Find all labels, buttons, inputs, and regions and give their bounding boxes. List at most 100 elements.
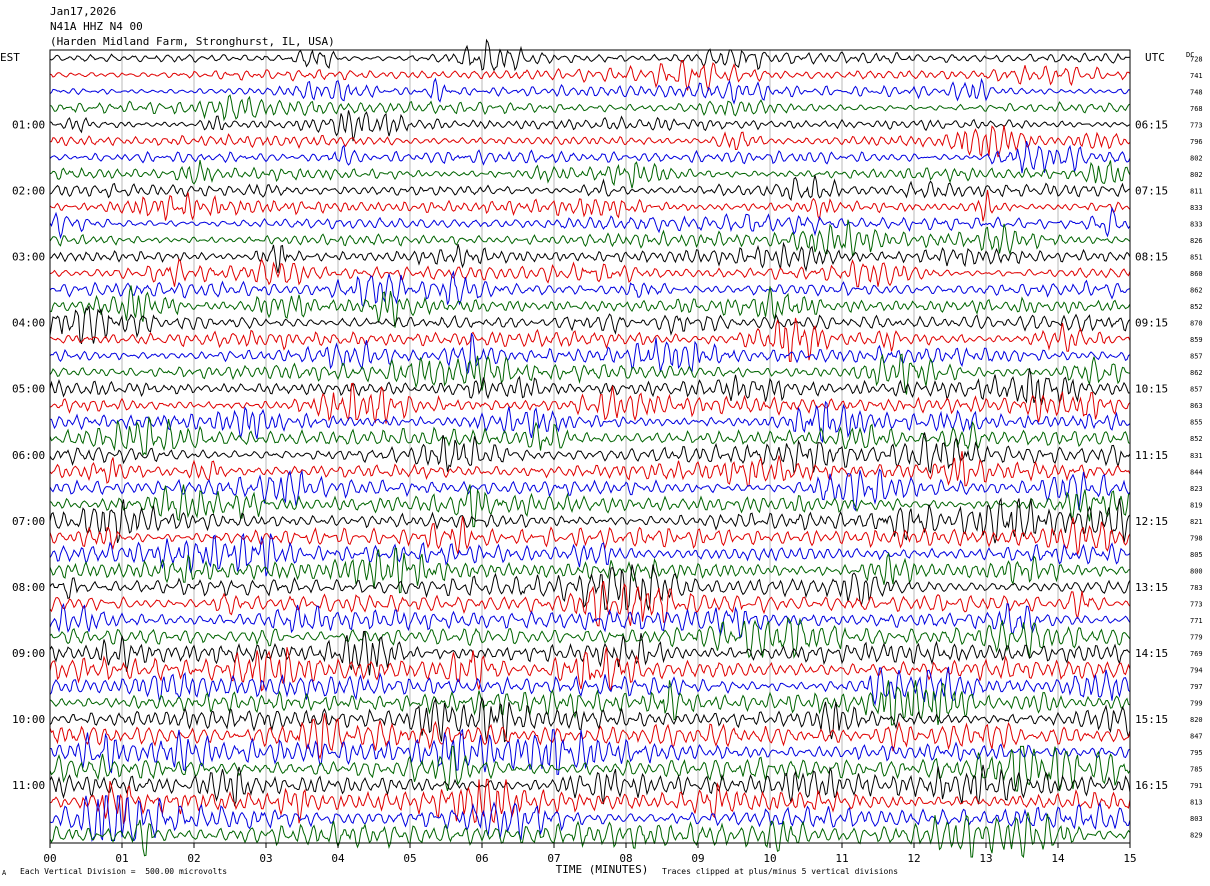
left-time-label: 03:00: [12, 251, 45, 264]
seismic-trace: [49, 728, 1131, 775]
seismic-trace: [49, 175, 1131, 201]
right-time-label: 13:15: [1135, 581, 1168, 594]
dc-value: 831: [1190, 452, 1203, 460]
dc-value: 819: [1190, 501, 1203, 509]
left-timezone-label: EST: [0, 51, 20, 64]
dc-value: 863: [1190, 402, 1203, 410]
dc-value: 847: [1190, 733, 1203, 741]
dc-value: 805: [1190, 551, 1203, 559]
left-time-label: 07:00: [12, 515, 45, 528]
left-time-label: 05:00: [12, 383, 45, 396]
left-time-label: 11:00: [12, 779, 45, 792]
x-tick-label: 04: [331, 852, 345, 865]
seismic-trace: [49, 60, 1131, 92]
seismic-trace: [49, 616, 1131, 659]
x-tick-label: 05: [403, 852, 416, 865]
seismic-trace: [49, 602, 1131, 639]
x-tick-label: 02: [187, 852, 200, 865]
plot-frame: [49, 49, 1131, 844]
seismic-trace: [49, 415, 1131, 457]
dc-value: 769: [1190, 650, 1203, 658]
dc-column-header: DC: [1186, 51, 1194, 59]
seismic-trace: [49, 580, 1131, 627]
seismic-trace: [49, 353, 1131, 395]
x-axis-title: TIME (MINUTES): [556, 863, 649, 876]
seismic-trace: [49, 564, 1131, 611]
right-time-label: 14:15: [1135, 647, 1168, 660]
seismic-trace: [49, 696, 1131, 743]
dc-value: 797: [1190, 683, 1203, 691]
dc-value: 857: [1190, 386, 1203, 394]
seismic-trace: [49, 219, 1131, 258]
dc-value: 852: [1190, 303, 1203, 311]
dc-value: 852: [1190, 435, 1203, 443]
seismic-trace: [49, 666, 1131, 707]
seismic-trace: [49, 317, 1131, 362]
right-time-label: 15:15: [1135, 713, 1168, 726]
seismic-trace: [49, 713, 1131, 760]
x-tick-label: 01: [115, 852, 128, 865]
right-time-label: 09:15: [1135, 317, 1168, 330]
dc-value: 748: [1190, 88, 1203, 96]
dc-value: 783: [1190, 584, 1203, 592]
right-time-label: 10:15: [1135, 383, 1168, 396]
seismic-trace: [49, 547, 1131, 594]
footer-clip-note: Traces clipped at plus/minus 5 vertical …: [662, 867, 899, 876]
seismic-trace: [49, 110, 1131, 142]
dc-value: 820: [1190, 716, 1203, 724]
x-tick-label: 11: [835, 852, 848, 865]
dc-value: 821: [1190, 518, 1203, 526]
x-tick-label: 07: [547, 852, 560, 865]
grid-lines: [121, 50, 1059, 843]
seismic-trace: [49, 812, 1131, 859]
header-location: (Harden Midland Farm, Stronghurst, IL, U…: [50, 35, 335, 48]
right-timezone-label: UTC: [1145, 51, 1165, 64]
seismic-trace: [49, 497, 1131, 544]
seismic-trace: [49, 285, 1131, 328]
dc-value: 802: [1190, 171, 1203, 179]
dc-value: 794: [1190, 667, 1203, 675]
left-time-label: 01:00: [12, 118, 45, 131]
seismic-trace: [49, 160, 1131, 189]
dc-value: 799: [1190, 700, 1203, 708]
dc-value: 826: [1190, 237, 1203, 245]
dc-value: 771: [1190, 617, 1203, 625]
x-tick-label: 15: [1123, 852, 1136, 865]
dc-value: 857: [1190, 353, 1203, 361]
right-time-label: 08:15: [1135, 251, 1168, 264]
seismic-trace: [49, 432, 1131, 475]
seismic-trace: [49, 257, 1131, 288]
dc-value: 796: [1190, 138, 1203, 146]
seismic-trace: [49, 451, 1131, 487]
dc-value: 741: [1190, 72, 1203, 80]
dc-value: 833: [1190, 220, 1203, 228]
seismic-trace: [49, 206, 1131, 240]
x-tick-label: 14: [1051, 852, 1065, 865]
seismic-trace: [49, 382, 1131, 424]
x-tick-label: 13: [979, 852, 992, 865]
dc-value: 829: [1190, 832, 1203, 840]
x-tick-label: 09: [691, 852, 704, 865]
footer-corner-mark: A: [2, 869, 7, 877]
seismic-trace: [49, 764, 1131, 807]
trace-group: [49, 38, 1131, 859]
dc-value: 785: [1190, 766, 1203, 774]
dc-value: 862: [1190, 369, 1203, 377]
seismic-trace: [49, 333, 1131, 376]
seismic-trace: [49, 532, 1131, 577]
seismic-trace: [49, 647, 1131, 692]
seismic-trace: [49, 305, 1131, 345]
x-tick-label: 10: [763, 852, 776, 865]
dc-value: 855: [1190, 419, 1203, 427]
seismic-trace: [49, 270, 1131, 308]
seismic-trace: [49, 484, 1131, 528]
right-time-label: 06:15: [1135, 118, 1168, 131]
seismic-trace: [49, 745, 1131, 792]
right-time-label: 11:15: [1135, 449, 1168, 462]
axis-labels: EST UTC DC 01:00 02:00 03:00 04:00 05:00 06:00 07…: [0, 51, 1203, 876]
seismic-trace: [49, 77, 1131, 105]
seismic-trace: [49, 141, 1131, 174]
header-station: N41A HHZ N4 00: [50, 20, 143, 33]
left-time-label: 10:00: [12, 713, 45, 726]
